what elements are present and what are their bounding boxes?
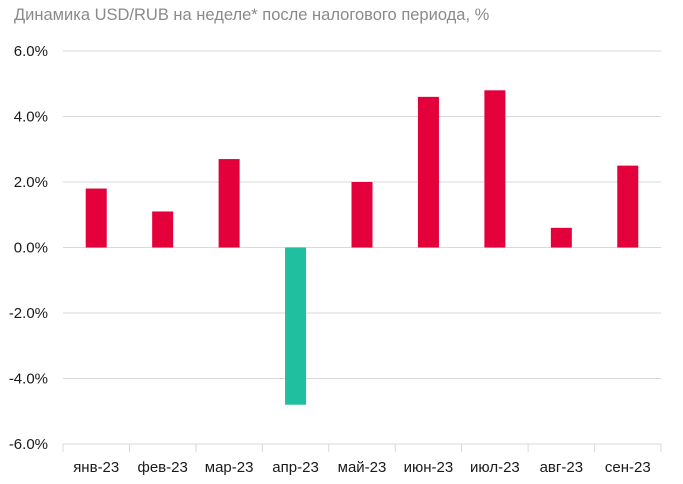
x-axis-tick-labels: янв-23 фев-23 мар-23 апр-23 май-23 июн-23 июл-… [73, 459, 650, 476]
y-tick-label: 0.0% [14, 240, 48, 257]
y-axis-tick-labels: 6.0% 4.0% 2.0% 0.0% -2.0% -4.0% -6.0% [9, 43, 48, 453]
y-tick-label: 6.0% [14, 43, 48, 60]
x-tick-label: июн-23 [404, 459, 454, 476]
bar-мар-23 [218, 159, 240, 248]
x-tick-label: май-23 [338, 459, 387, 476]
x-tick-label: фев-23 [137, 459, 187, 476]
x-tick-label: мар-23 [205, 459, 254, 476]
bar-сен-23 [617, 165, 639, 248]
x-tick-label: авг-23 [540, 459, 583, 476]
y-tick-label: -4.0% [9, 371, 48, 388]
bar-авг-23 [550, 227, 572, 248]
y-tick-label: 2.0% [14, 174, 48, 191]
bar-июн-23 [417, 96, 439, 248]
gridlines [62, 50, 662, 452]
bar-май-23 [351, 182, 373, 248]
x-tick-label: апр-23 [272, 459, 319, 476]
x-tick-label: янв-23 [73, 459, 119, 476]
y-tick-label: -6.0% [9, 436, 48, 453]
x-tick-label: сен-23 [605, 459, 651, 476]
y-tick-label: 4.0% [14, 109, 48, 126]
x-tick-label: июл-23 [470, 459, 520, 476]
bars [85, 90, 639, 405]
bar-фев-23 [152, 211, 174, 248]
bar-июл-23 [484, 90, 506, 248]
bar-янв-23 [85, 188, 107, 248]
bar-апр-23 [285, 247, 307, 405]
chart-title: Динамика USD/RUB на неделе* после налого… [14, 6, 490, 24]
y-tick-label: -2.0% [9, 305, 48, 322]
